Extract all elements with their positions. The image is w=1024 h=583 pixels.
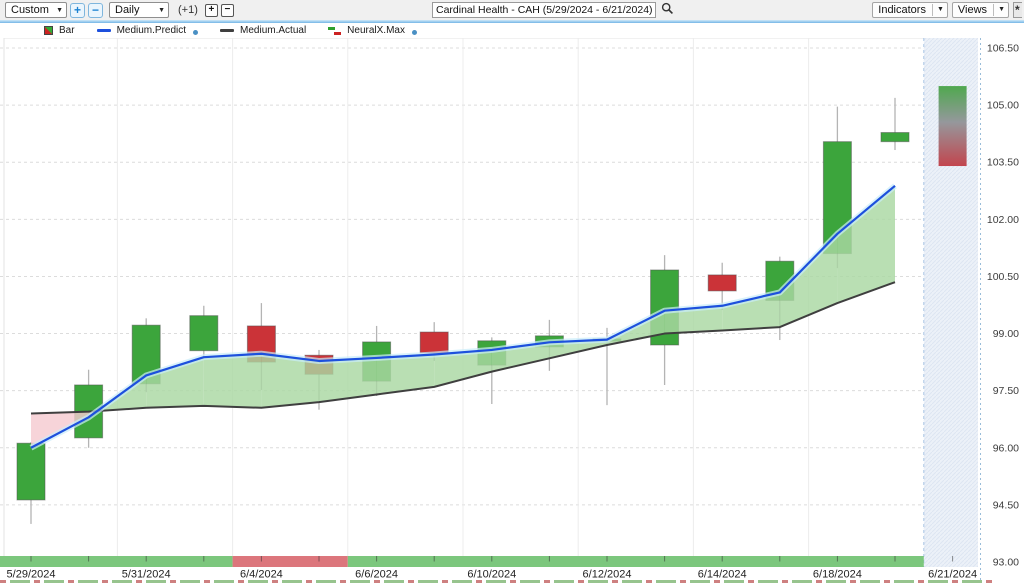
y-tick-label: 100.50: [987, 271, 1019, 283]
secondary-indicator-strip: [0, 580, 996, 583]
prediction-zone: [923, 38, 978, 567]
neuralx-gradient-bar: [938, 86, 967, 167]
neuralx-range-icon: [328, 26, 342, 35]
x-tick-label: 6/14/2024: [698, 569, 747, 581]
toolbar-left-group: Custom ▼ + − Daily ▼ (+1) + −: [5, 2, 234, 18]
legend-item-neuralx-max[interactable]: NeuralX.Max: [328, 25, 417, 36]
x-axis-labels: 5/29/2024 5/31/2024 6/4/2024 6/6/2024 6/10/2…: [7, 569, 978, 581]
x-tick-label: 6/4/2024: [240, 569, 283, 581]
symbol-search-input[interactable]: [432, 2, 656, 18]
legend-item-medium-actual[interactable]: Medium.Actual: [220, 25, 306, 36]
line-swatch-icon: [96, 29, 111, 32]
indicators-dropdown-label: Indicators: [878, 4, 926, 16]
y-tick-label: 102.00: [987, 214, 1019, 226]
legend-label: Medium.Actual: [240, 25, 307, 36]
chart-legend: Bar Medium.Predict Medium.Actual NeuralX.Ma…: [0, 23, 1024, 38]
medium-actual-line: [30, 281, 896, 415]
toolbar-separator: [0, 20, 1024, 23]
candle-5/29: [16, 442, 46, 524]
legend-item-bar[interactable]: Bar: [44, 25, 75, 36]
y-tick-label: 99.00: [993, 328, 1019, 340]
zoom-in-button[interactable]: +: [70, 2, 85, 18]
step-plus-button[interactable]: +: [204, 3, 218, 17]
y-tick-label: 96.00: [993, 442, 1019, 454]
line-swatch-icon: [220, 29, 235, 32]
step-minus-button[interactable]: −: [220, 3, 234, 17]
symbol-search-group: [432, 2, 676, 18]
legend-label: Medium.Predict: [116, 25, 187, 36]
x-tick-label: 6/12/2024: [583, 569, 632, 581]
zoom-out-button[interactable]: −: [88, 2, 103, 18]
views-dropdown[interactable]: Views ▼: [951, 2, 1009, 18]
y-tick-label: 97.50: [993, 385, 1019, 397]
chevron-down-icon: ▼: [993, 4, 1005, 16]
candle-6/14: [707, 262, 737, 310]
search-icon[interactable]: [659, 2, 676, 18]
x-tick-label: 6/21/2024: [928, 569, 977, 581]
signal-strip: [0, 556, 954, 567]
candle-6/3: [189, 305, 219, 357]
x-tick-label: 6/10/2024: [467, 569, 516, 581]
y-tick-label: 105.00: [987, 100, 1019, 112]
chevron-down-icon: ▼: [56, 6, 63, 14]
y-tick-label: 94.50: [993, 499, 1019, 511]
x-tick-label: 5/31/2024: [122, 569, 171, 581]
candle-up-down-icon: [44, 26, 53, 35]
y-tick-label: 106.50: [987, 43, 1019, 55]
period-dropdown-value: Daily: [115, 4, 140, 16]
y-tick-label: 93.00: [993, 557, 1019, 569]
medium-predict-line: [30, 184, 896, 449]
chevron-down-icon: ▼: [158, 6, 165, 14]
y-axis-labels: 106.50 105.00 103.50 102.00 100.50 99.00 97.50…: [987, 43, 1019, 569]
predict-actual-shading: [31, 185, 895, 448]
range-dropdown[interactable]: Custom ▼: [5, 2, 67, 18]
legend-label: NeuralX.Max: [347, 25, 405, 36]
views-dropdown-label: Views: [957, 4, 988, 16]
legend-item-medium-predict[interactable]: Medium.Predict: [96, 25, 199, 36]
settings-dot-icon[interactable]: [193, 30, 199, 35]
x-tick-label: 6/6/2024: [355, 569, 398, 581]
period-dropdown[interactable]: Daily ▼: [109, 2, 169, 18]
x-tick-label: 5/29/2024: [7, 569, 56, 581]
range-dropdown-value: Custom: [11, 4, 49, 16]
extra-toolbar-button[interactable]: *: [1013, 2, 1022, 18]
indicators-dropdown[interactable]: Indicators ▼: [872, 2, 948, 18]
settings-dot-icon[interactable]: [411, 30, 417, 35]
toolbar-right-group: Indicators ▼ Views ▼ *: [872, 2, 1022, 18]
y-tick-label: 103.50: [987, 157, 1019, 169]
x-tick-label: 6/18/2024: [813, 569, 862, 581]
gridlines: [0, 38, 978, 563]
legend-label: Bar: [59, 25, 75, 36]
toolbar: Custom ▼ + − Daily ▼ (+1) + −: [0, 0, 1024, 20]
chevron-down-icon: ▼: [931, 4, 944, 16]
candle-6/20: [880, 97, 910, 151]
period-offset-label: (+1): [178, 4, 198, 16]
